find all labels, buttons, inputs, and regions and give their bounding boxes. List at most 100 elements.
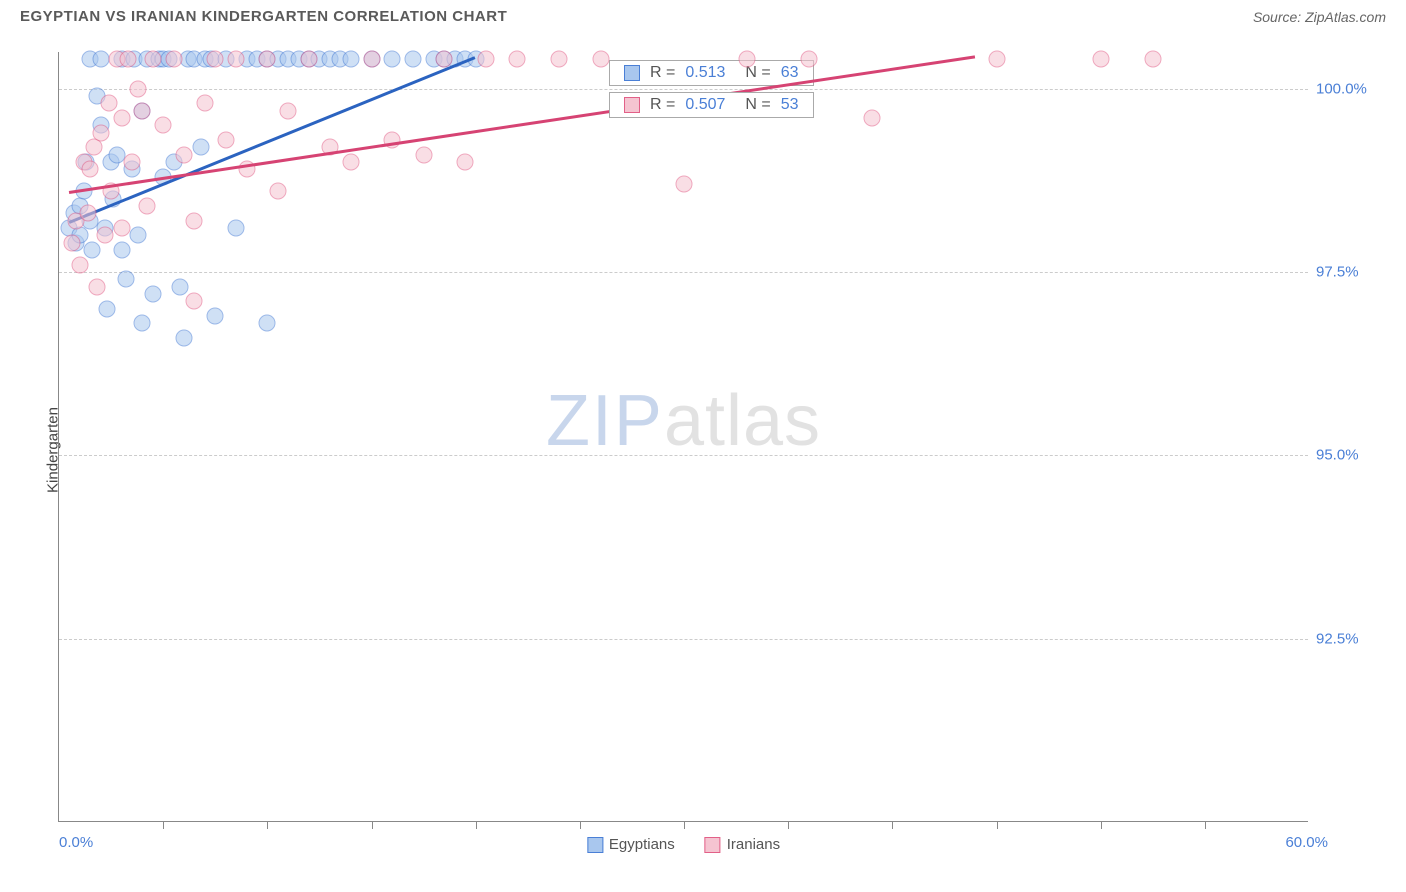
stat-box: R =0.513N =63 (609, 60, 814, 86)
data-point (176, 330, 193, 347)
data-point (144, 51, 161, 68)
x-tick (684, 821, 685, 829)
x-tick (267, 821, 268, 829)
bottom-legend: Egyptians Iranians (587, 836, 780, 853)
watermark: ZIPatlas (546, 380, 821, 462)
stat-r-value: 0.507 (685, 96, 725, 114)
data-point (551, 51, 568, 68)
data-point (117, 271, 134, 288)
chart-area: Kindergarten ZIPatlas Egyptians Iranians… (20, 40, 1386, 860)
gridline (59, 272, 1308, 273)
data-point (457, 154, 474, 171)
data-point (80, 205, 97, 222)
data-point (259, 51, 276, 68)
data-point (101, 95, 118, 112)
x-tick (892, 821, 893, 829)
x-tick (788, 821, 789, 829)
data-point (280, 102, 297, 119)
data-point (130, 227, 147, 244)
data-point (269, 183, 286, 200)
data-point (155, 117, 172, 134)
y-tick-label: 95.0% (1316, 447, 1386, 464)
stat-n-value: 63 (781, 64, 799, 82)
data-point (176, 146, 193, 163)
data-point (88, 278, 105, 295)
stat-r-label: R = (650, 64, 675, 82)
data-point (138, 198, 155, 215)
y-tick-label: 100.0% (1316, 80, 1386, 97)
y-tick-label: 97.5% (1316, 264, 1386, 281)
data-point (342, 154, 359, 171)
data-point (134, 315, 151, 332)
x-tick (1101, 821, 1102, 829)
data-point (676, 176, 693, 193)
data-point (98, 300, 115, 317)
data-point (207, 51, 224, 68)
watermark-zip: ZIP (546, 381, 664, 461)
gridline (59, 455, 1308, 456)
chart-title: EGYPTIAN VS IRANIAN KINDERGARTEN CORRELA… (20, 8, 507, 25)
stat-r-value: 0.513 (685, 64, 725, 82)
data-point (171, 278, 188, 295)
legend-swatch-egyptians (587, 837, 603, 853)
x-tick (372, 821, 373, 829)
data-point (415, 146, 432, 163)
gridline (59, 89, 1308, 90)
data-point (207, 308, 224, 325)
data-point (405, 51, 422, 68)
data-point (134, 102, 151, 119)
legend-swatch-iranians (705, 837, 721, 853)
data-point (63, 234, 80, 251)
data-point (144, 286, 161, 303)
data-point (738, 51, 755, 68)
x-tick (476, 821, 477, 829)
x-min-label: 0.0% (59, 834, 93, 851)
data-point (165, 51, 182, 68)
data-point (301, 51, 318, 68)
data-point (82, 161, 99, 178)
x-tick (997, 821, 998, 829)
stat-n-label: N = (745, 96, 770, 114)
gridline (59, 639, 1308, 640)
data-point (186, 293, 203, 310)
data-point (119, 51, 136, 68)
data-point (228, 51, 245, 68)
data-point (363, 51, 380, 68)
data-point (96, 227, 113, 244)
data-point (863, 110, 880, 127)
data-point (192, 139, 209, 156)
stat-swatch (624, 65, 640, 81)
data-point (71, 256, 88, 273)
trendline (69, 56, 976, 194)
legend-item-iranians: Iranians (705, 836, 780, 853)
data-point (113, 220, 130, 237)
data-point (988, 51, 1005, 68)
stat-r-label: R = (650, 96, 675, 114)
data-point (259, 315, 276, 332)
data-point (436, 51, 453, 68)
data-point (228, 220, 245, 237)
watermark-atlas: atlas (664, 381, 821, 461)
data-point (217, 132, 234, 149)
stat-box: R =0.507N =53 (609, 92, 814, 118)
x-tick (163, 821, 164, 829)
legend-item-egyptians: Egyptians (587, 836, 675, 853)
data-point (384, 51, 401, 68)
data-point (113, 110, 130, 127)
chart-header: EGYPTIAN VS IRANIAN KINDERGARTEN CORRELA… (0, 0, 1406, 29)
plot-region: ZIPatlas Egyptians Iranians 92.5%95.0%97… (58, 52, 1308, 822)
x-tick (1205, 821, 1206, 829)
data-point (113, 242, 130, 259)
data-point (196, 95, 213, 112)
data-point (92, 124, 109, 141)
data-point (130, 80, 147, 97)
data-point (84, 242, 101, 259)
data-point (592, 51, 609, 68)
data-point (86, 139, 103, 156)
data-point (509, 51, 526, 68)
data-point (123, 154, 140, 171)
x-tick (580, 821, 581, 829)
data-point (342, 51, 359, 68)
x-max-label: 60.0% (1285, 834, 1328, 851)
y-tick-label: 92.5% (1316, 630, 1386, 647)
